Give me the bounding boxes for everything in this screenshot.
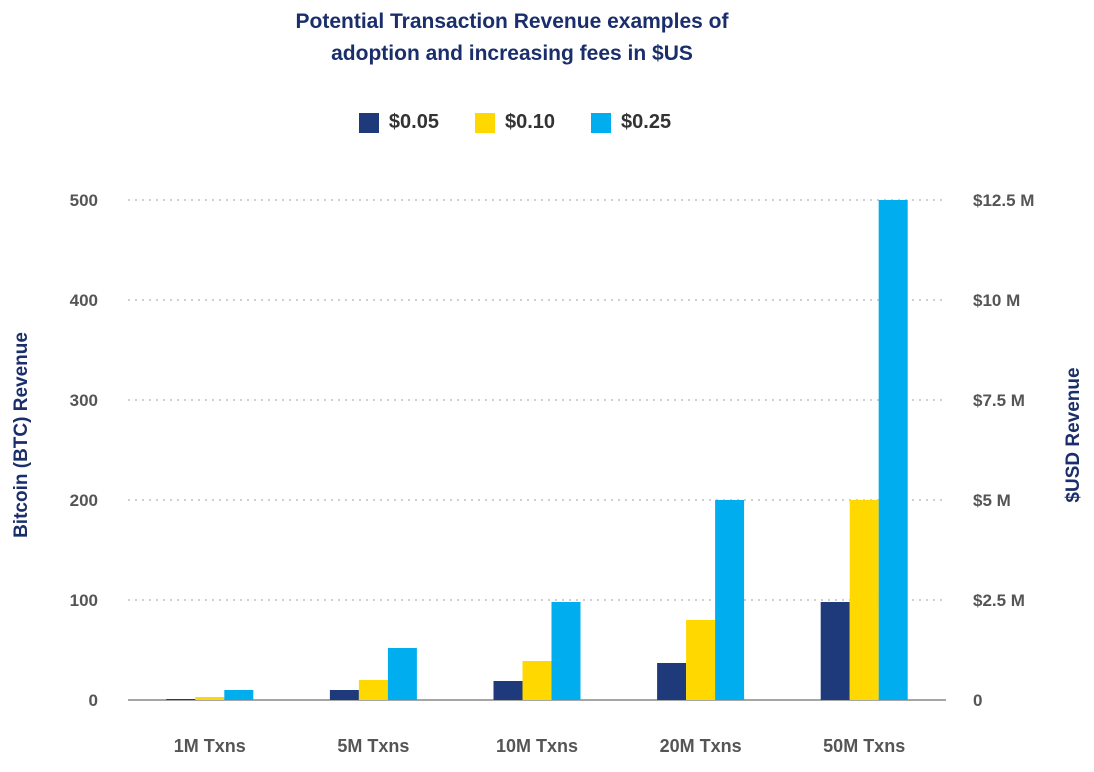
bar-1-4 bbox=[657, 663, 687, 700]
y-tick-right: $7.5 M bbox=[973, 391, 1025, 410]
bar-3-4 bbox=[715, 500, 745, 700]
y-tick-left: 300 bbox=[70, 391, 98, 410]
y-tick-left: 400 bbox=[70, 291, 98, 310]
y-tick-right: $12.5 M bbox=[973, 191, 1034, 210]
x-tick-label: 5M Txns bbox=[337, 736, 409, 756]
y-tick-left: 100 bbox=[70, 591, 98, 610]
x-tick-label: 10M Txns bbox=[496, 736, 578, 756]
bar-3-5 bbox=[878, 200, 908, 700]
y-tick-right: $2.5 M bbox=[973, 591, 1025, 610]
bar-2-3 bbox=[522, 661, 552, 700]
y-tick-left: 0 bbox=[89, 691, 98, 710]
bar-3-2 bbox=[387, 648, 417, 700]
legend-item-series-2: $0.10 bbox=[474, 111, 556, 134]
chart-title-line-1: Potential Transaction Revenue examples o… bbox=[295, 10, 729, 33]
y-tick-left: 200 bbox=[70, 491, 98, 510]
chart-title-line-2: adoption and increasing fees in $US bbox=[331, 42, 693, 65]
bar-2-1 bbox=[195, 697, 225, 700]
legend: $0.05 $0.10 $0.25 bbox=[0, 111, 1030, 134]
legend-item-series-3: $0.25 bbox=[591, 111, 671, 134]
y-axis-title-left: Bitcoin (BTC) Revenue bbox=[11, 332, 32, 538]
legend-swatch-series-1 bbox=[358, 112, 379, 133]
legend-label-series-3: $0.25 bbox=[621, 111, 672, 133]
bar-2-2 bbox=[358, 680, 388, 700]
chart-title: Potential Transaction Revenue examples o… bbox=[0, 6, 1024, 70]
legend-swatch-series-3 bbox=[591, 112, 612, 133]
legend-label-series-2: $0.10 bbox=[504, 111, 556, 133]
legend-swatch-series-2 bbox=[474, 112, 495, 133]
bar-2-5 bbox=[849, 500, 879, 700]
y-tick-left: 500 bbox=[70, 191, 98, 210]
y-tick-right: 0 bbox=[973, 691, 982, 710]
x-tick-label: 50M Txns bbox=[823, 736, 905, 756]
y-tick-right: $10 M bbox=[973, 291, 1020, 310]
legend-item-series-1: $0.05 bbox=[358, 111, 439, 134]
bar-1-2 bbox=[329, 690, 359, 700]
bar-1-3 bbox=[493, 681, 523, 700]
legend-label-series-1: $0.05 bbox=[388, 111, 439, 133]
bar-2-4 bbox=[686, 620, 716, 700]
bar-1-5 bbox=[820, 602, 850, 700]
y-tick-right: $5 M bbox=[973, 491, 1011, 510]
bar-3-1 bbox=[224, 690, 254, 700]
x-tick-label: 20M Txns bbox=[660, 736, 742, 756]
x-tick-label: 1M Txns bbox=[174, 736, 246, 756]
y-axis-title-right: $USD Revenue bbox=[1063, 367, 1084, 502]
bar-1-1 bbox=[166, 699, 196, 700]
bar-3-3 bbox=[551, 602, 581, 700]
